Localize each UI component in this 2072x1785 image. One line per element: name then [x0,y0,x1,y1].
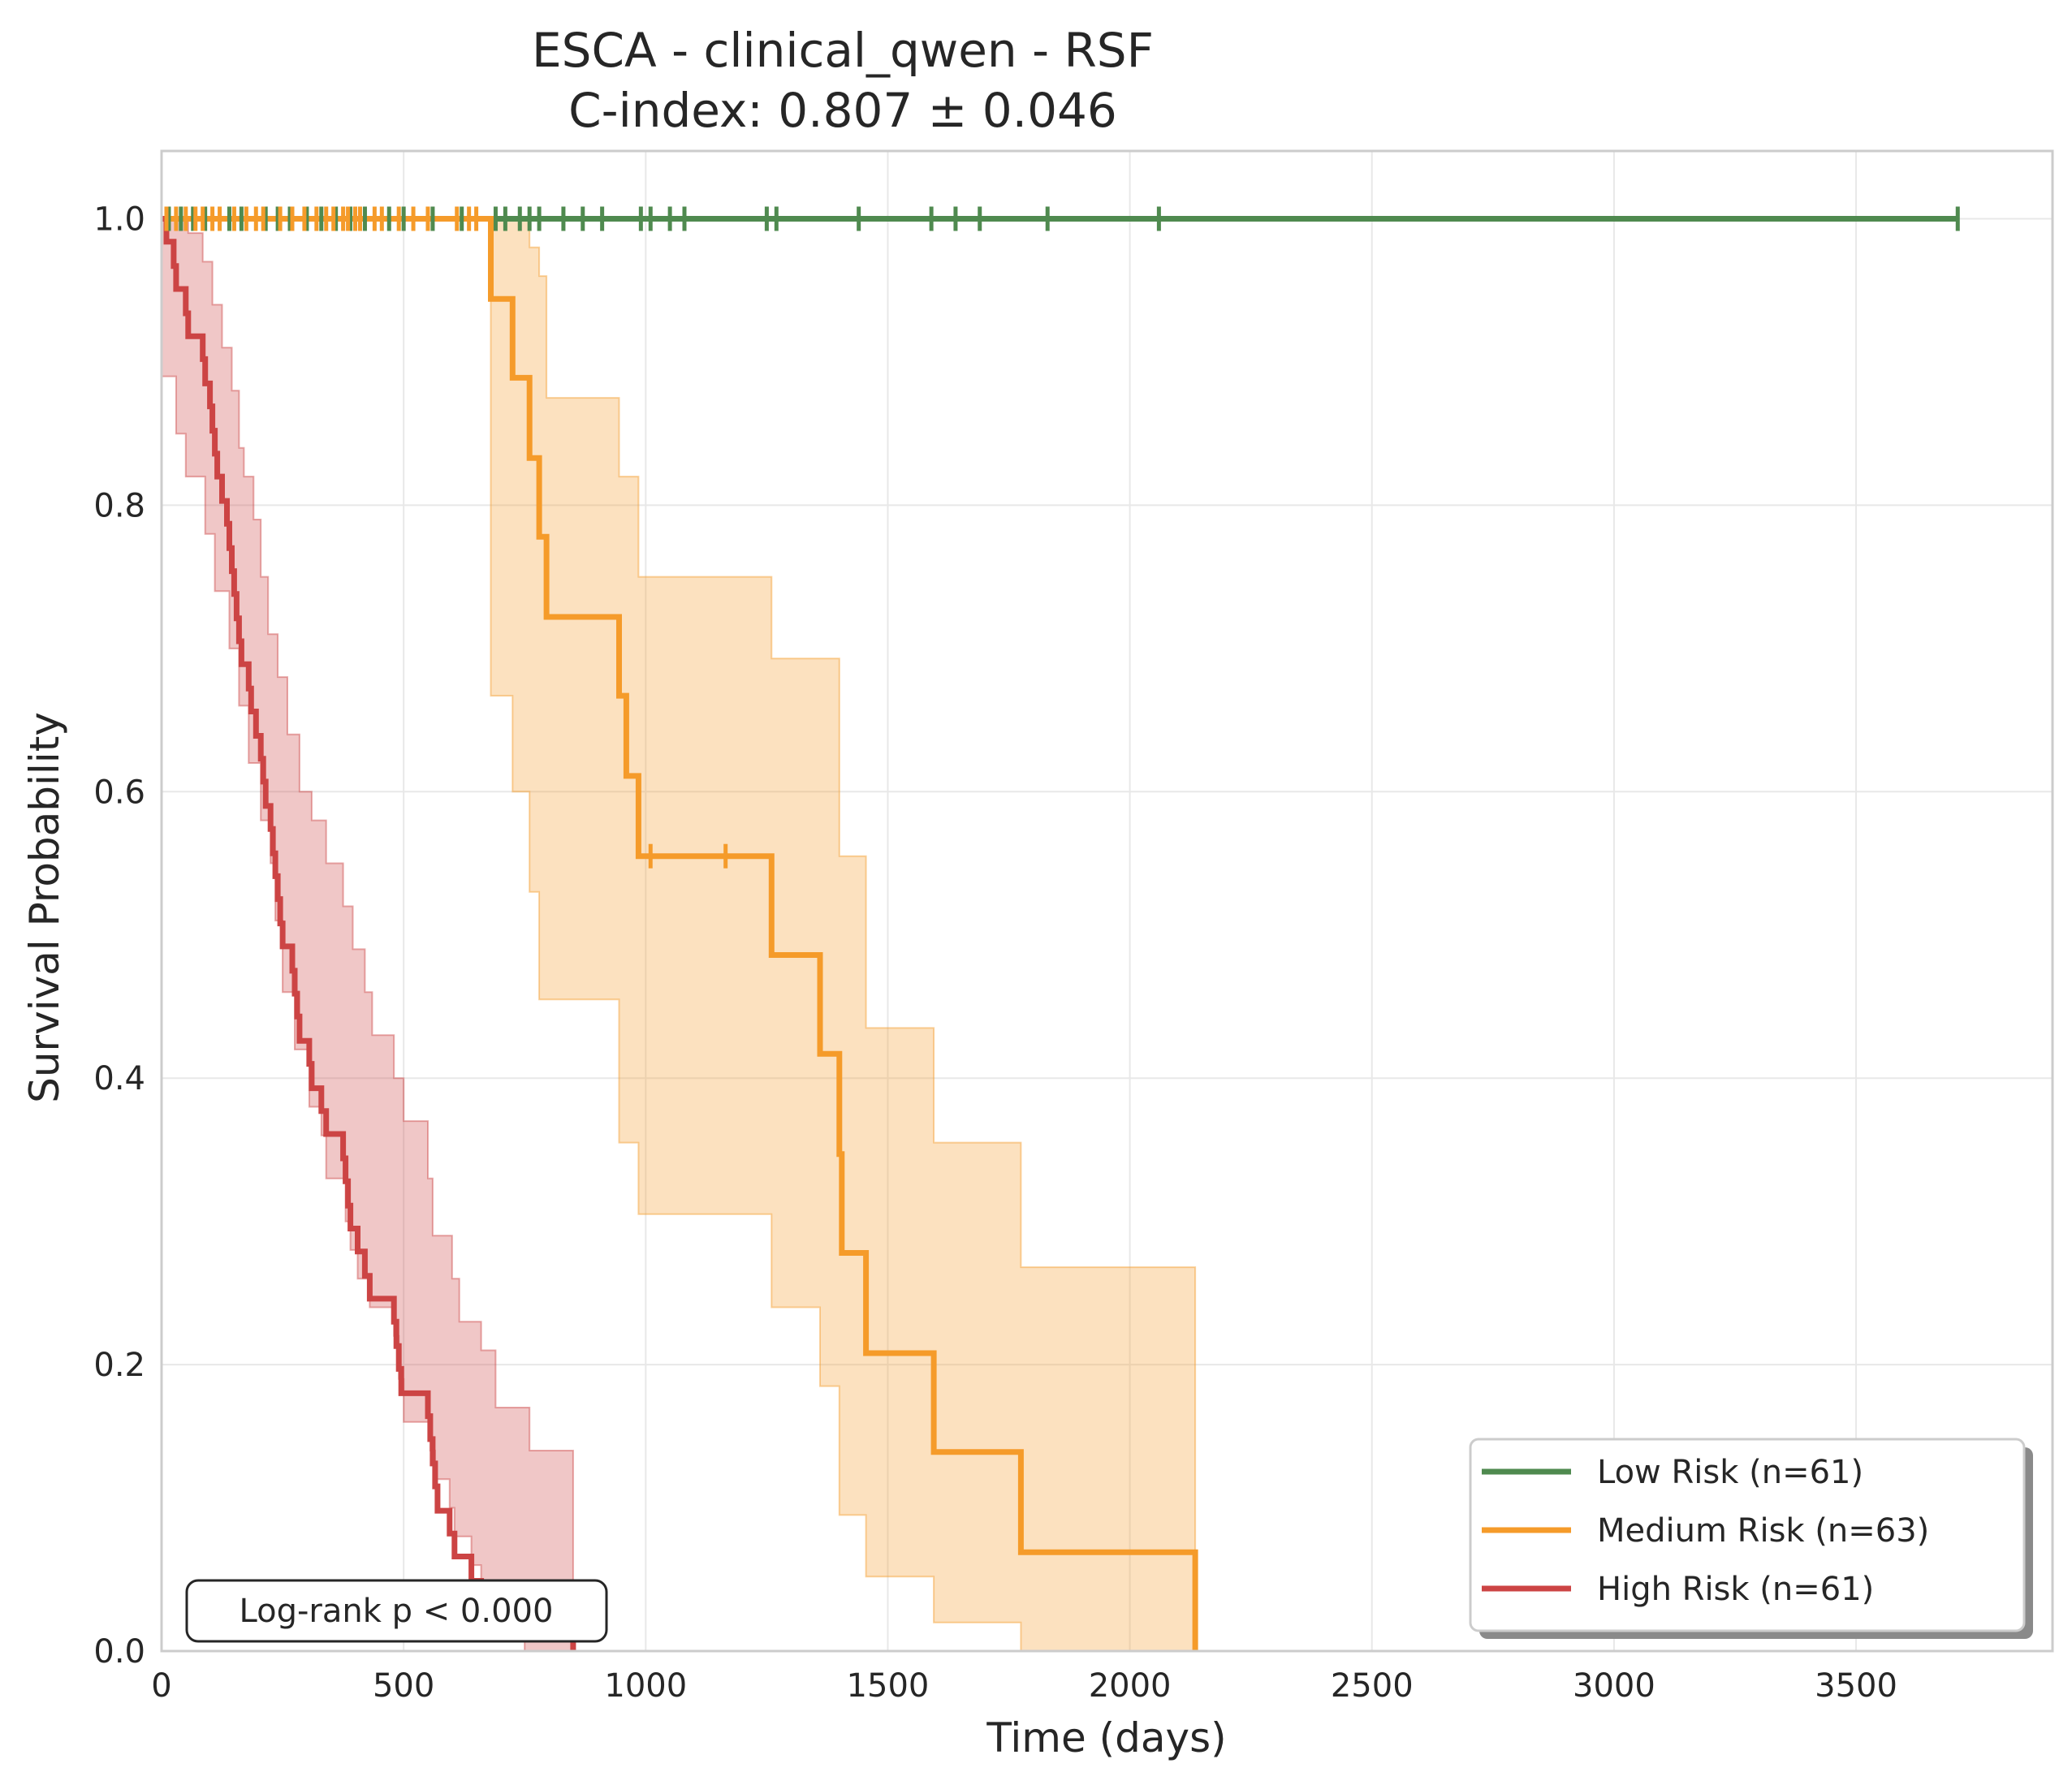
x-tick-label: 2000 [1089,1667,1172,1705]
x-tick-label: 3000 [1573,1667,1655,1705]
x-tick-label: 500 [373,1667,434,1705]
grid-lines [161,151,2053,1652]
plot-frame [160,149,2054,1653]
plot-background [162,151,2053,1651]
y-tick-label: 0.0 [93,1633,145,1671]
survival-line-2 [162,216,576,1651]
y-tick-label: 0.4 [93,1060,145,1097]
annotation-box [185,1579,608,1643]
x-tick-label: 3500 [1815,1667,1897,1705]
legend-label: Medium Risk (n=63) [1597,1512,1929,1550]
censor-marks [164,206,1960,869]
x-tick-label: 1500 [847,1667,930,1705]
chart-subtitle: C-index: 0.807 ± 0.046 [568,83,1117,138]
y-tick-label: 0.2 [93,1347,145,1384]
legend-box [1469,1438,2026,1632]
chart-title: ESCA - clinical_qwen - RSF [532,23,1154,78]
y-tick-label: 0.6 [93,774,145,811]
x-tick-label: 2500 [1331,1667,1414,1705]
legend: Low Risk (n=61) Medium Risk (n=63) High Ri… [1469,1438,2033,1639]
y-tick-label: 0.8 [93,487,145,524]
x-tick-label: 1000 [604,1667,687,1705]
legend-items: Low Risk (n=61) Medium Risk (n=63) High Ri… [1482,1454,1929,1608]
logrank-annotation: Log-rank p < 0.000 [185,1579,608,1643]
legend-label: Low Risk (n=61) [1597,1454,1863,1491]
x-axis-ticks: 0 500 1000 1500 2000 2500 3000 3500 [151,1667,1897,1705]
x-axis-label: Time (days) [986,1714,1226,1761]
legend-label: High Risk (n=61) [1597,1571,1874,1608]
x-tick-label: 0 [151,1667,171,1705]
plot-area [160,149,2054,1653]
y-tick-label: 1.0 [93,201,145,239]
survival-line-1 [162,216,1198,1651]
y-axis-label: Survival Probability [21,712,68,1103]
annotation-text: Log-rank p < 0.000 [240,1593,554,1630]
y-axis-ticks: 0.0 0.2 0.4 0.6 0.8 1.0 [93,201,145,1671]
